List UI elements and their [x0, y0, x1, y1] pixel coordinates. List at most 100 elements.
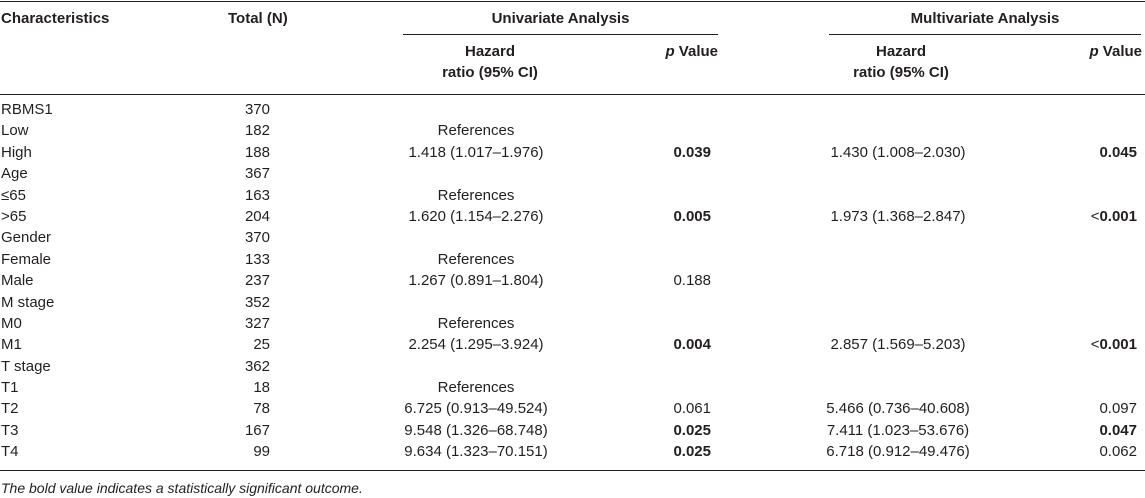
- characteristic-cell: Low: [1, 122, 29, 140]
- multivariate-p-cell: 0.045: [1040, 142, 1137, 163]
- table-footnote: The bold value indicates a statistically…: [1, 480, 363, 496]
- p-prefix: <: [1090, 207, 1100, 225]
- characteristic-cell: M0: [1, 314, 22, 332]
- characteristic-cell: T2: [1, 400, 19, 418]
- total-cell: 237: [244, 272, 270, 290]
- multivariate-hr-cell: 1.430 (1.008–2.030): [830, 143, 966, 161]
- univariate-hr-cell: 6.725 (0.913–49.524): [404, 400, 548, 418]
- univariate-hr-cell: 1.267 (0.891–1.804): [408, 272, 544, 290]
- characteristic-cell: Male: [1, 272, 34, 290]
- p-value: 0.097: [1099, 400, 1137, 418]
- characteristic-cell: Age: [1, 165, 28, 183]
- univariate-hr-cell: 9.634 (1.323–70.151): [404, 443, 548, 461]
- univariate-p-header: p Value: [620, 41, 718, 62]
- p-value: 0.001: [1099, 207, 1137, 225]
- table-row: T4 99 9.634 (1.323–70.151) 0.025 6.718 (0.91…: [0, 441, 1145, 462]
- header-total: Total (N): [228, 10, 288, 27]
- univariate-hr-cell: 9.548 (1.326–68.748): [404, 421, 548, 439]
- multivariate-p-header: p Value: [1040, 41, 1142, 62]
- total-cell: 133: [244, 250, 270, 268]
- table-row: T1 18 References: [0, 377, 1145, 398]
- univariate-hr-cell: References: [437, 122, 515, 140]
- univariate-hazard-header: Hazard ratio (95% CI): [410, 41, 570, 83]
- univariate-hr-cell: 2.254 (1.295–3.924): [408, 336, 544, 354]
- total-cell: 78: [253, 400, 270, 418]
- header-multivariate: Multivariate Analysis: [910, 10, 1060, 27]
- characteristic-cell: T4: [1, 443, 19, 461]
- value-word: Value: [1098, 43, 1142, 60]
- multivariate-p-cell: <0.001: [1040, 334, 1137, 355]
- hazard-line2: ratio (95% CI): [853, 64, 949, 81]
- header-characteristics: Characteristics: [1, 10, 110, 27]
- total-cell: 370: [244, 101, 270, 118]
- table-row: >65 204 1.620 (1.154–2.276) 0.005 1.973 (1.3…: [0, 206, 1145, 227]
- total-cell: 182: [244, 122, 270, 140]
- univariate-rule: [403, 34, 718, 35]
- table-row: M stage 352: [0, 292, 1145, 313]
- multivariate-hr-cell: 1.973 (1.368–2.847): [830, 207, 966, 225]
- univariate-p-cell: 0.039: [673, 143, 711, 161]
- univariate-p-cell: 0.004: [673, 336, 711, 354]
- total-cell: 25: [253, 336, 270, 354]
- univariate-hr-cell: References: [437, 186, 515, 204]
- multivariate-p-cell: 0.047: [1040, 420, 1137, 441]
- univariate-hr-cell: References: [437, 314, 515, 332]
- univariate-hr-cell: References: [437, 250, 515, 268]
- characteristic-cell: M stage: [1, 293, 55, 311]
- characteristic-cell: T1: [1, 379, 19, 397]
- table-body: RBMS1 370 Low 182 References High 188 1.418 (1.…: [0, 99, 1145, 463]
- total-cell: 370: [244, 229, 270, 247]
- characteristic-cell: High: [1, 143, 32, 161]
- total-cell: 204: [244, 207, 270, 225]
- total-cell: 362: [244, 357, 270, 375]
- total-cell: 167: [244, 421, 270, 439]
- p-letter: p: [665, 43, 675, 60]
- univariate-p-cell: 0.188: [673, 272, 711, 290]
- table-row: Gender 370: [0, 227, 1145, 248]
- univariate-p-cell: 0.061: [673, 400, 711, 418]
- multivariate-p-cell: 0.062: [1040, 441, 1137, 462]
- total-cell: 99: [253, 443, 270, 461]
- header-rule: [0, 94, 1145, 95]
- univariate-hr-cell: 1.418 (1.017–1.976): [408, 143, 544, 161]
- total-cell: 163: [244, 186, 270, 204]
- total-cell: 18: [253, 379, 270, 397]
- table-row: Female 133 References: [0, 249, 1145, 270]
- table-row: Low 182 References: [0, 120, 1145, 141]
- hazard-line1: Hazard: [464, 43, 516, 60]
- characteristic-cell: ≤65: [1, 186, 26, 204]
- characteristic-cell: T3: [1, 421, 19, 439]
- table-row: Age 367: [0, 163, 1145, 184]
- multivariate-p-cell: 0.097: [1040, 398, 1137, 419]
- characteristic-cell: Female: [1, 250, 52, 268]
- table-row: T2 78 6.725 (0.913–49.524) 0.061 5.466 (0.73…: [0, 398, 1145, 419]
- table-row: M1 25 2.254 (1.295–3.924) 0.004 2.857 (1.569…: [0, 334, 1145, 355]
- table-row: M0 327 References: [0, 313, 1145, 334]
- total-cell: 367: [244, 165, 270, 183]
- p-value: 0.047: [1099, 421, 1137, 439]
- univariate-hr-cell: References: [437, 379, 515, 397]
- total-cell: 188: [244, 143, 270, 161]
- p-value: 0.062: [1099, 443, 1137, 461]
- hazard-line1: Hazard: [875, 43, 927, 60]
- table-row: ≤65 163 References: [0, 185, 1145, 206]
- p-prefix: <: [1090, 336, 1100, 354]
- multivariate-hazard-header: Hazard ratio (95% CI): [821, 41, 981, 83]
- top-rule: [0, 1, 1145, 2]
- table-row: T3 167 9.548 (1.326–68.748) 0.025 7.411 (1.0…: [0, 420, 1145, 441]
- p-value: 0.001: [1099, 336, 1137, 354]
- table-row: High 188 1.418 (1.017–1.976) 0.039 1.430 (1.…: [0, 142, 1145, 163]
- characteristic-cell: RBMS1: [1, 101, 53, 118]
- p-letter: p: [1089, 43, 1099, 60]
- header-univariate: Univariate Analysis: [491, 10, 630, 27]
- multivariate-rule: [829, 34, 1141, 35]
- characteristic-cell: >65: [1, 207, 27, 225]
- multivariate-hr-cell: 7.411 (1.023–53.676): [826, 421, 970, 439]
- table-row: Male 237 1.267 (0.891–1.804) 0.188: [0, 270, 1145, 291]
- value-word: Value: [674, 43, 718, 60]
- univariate-hr-cell: 1.620 (1.154–2.276): [408, 207, 544, 225]
- characteristic-cell: T stage: [1, 357, 51, 375]
- total-cell: 352: [244, 293, 270, 311]
- univariate-p-cell: 0.025: [673, 443, 711, 461]
